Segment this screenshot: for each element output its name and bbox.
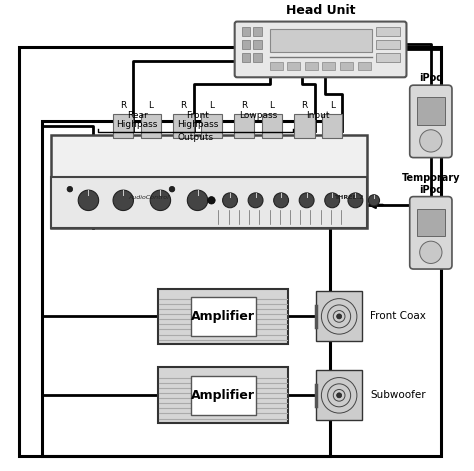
FancyBboxPatch shape xyxy=(235,22,407,77)
Circle shape xyxy=(299,193,314,208)
FancyBboxPatch shape xyxy=(316,370,362,421)
FancyBboxPatch shape xyxy=(287,62,300,70)
Circle shape xyxy=(113,190,134,211)
Text: L: L xyxy=(149,101,154,110)
Text: R: R xyxy=(301,101,308,110)
Text: Lowpass: Lowpass xyxy=(239,111,277,120)
FancyBboxPatch shape xyxy=(158,367,288,423)
Circle shape xyxy=(187,190,208,211)
FancyBboxPatch shape xyxy=(141,114,161,138)
FancyBboxPatch shape xyxy=(242,53,250,62)
Text: Outputs: Outputs xyxy=(177,133,213,142)
Text: Head Unit: Head Unit xyxy=(286,4,356,17)
Text: Input: Input xyxy=(307,111,330,120)
FancyBboxPatch shape xyxy=(158,289,288,344)
Text: Front: Front xyxy=(186,111,209,120)
Text: THREE.2: THREE.2 xyxy=(334,195,363,200)
Circle shape xyxy=(419,241,442,263)
Text: Temporary
iPod: Temporary iPod xyxy=(401,173,460,195)
Text: Front Coax: Front Coax xyxy=(371,311,426,321)
FancyBboxPatch shape xyxy=(51,177,367,228)
Text: AudioControl: AudioControl xyxy=(128,195,169,200)
FancyBboxPatch shape xyxy=(294,114,315,138)
FancyBboxPatch shape xyxy=(376,53,400,62)
Circle shape xyxy=(78,190,99,211)
Text: Amplifier: Amplifier xyxy=(191,389,255,402)
Text: R: R xyxy=(120,101,127,110)
Circle shape xyxy=(348,193,363,208)
FancyBboxPatch shape xyxy=(113,114,134,138)
Circle shape xyxy=(67,187,73,192)
FancyBboxPatch shape xyxy=(262,114,282,138)
FancyBboxPatch shape xyxy=(242,27,250,35)
FancyBboxPatch shape xyxy=(242,40,250,49)
FancyBboxPatch shape xyxy=(316,292,362,341)
FancyBboxPatch shape xyxy=(270,62,283,70)
FancyBboxPatch shape xyxy=(234,114,254,138)
Circle shape xyxy=(419,130,442,152)
FancyBboxPatch shape xyxy=(376,40,400,49)
FancyBboxPatch shape xyxy=(201,114,222,138)
Text: Highpass: Highpass xyxy=(117,120,158,129)
Text: L: L xyxy=(269,101,274,110)
Text: iPod: iPod xyxy=(419,73,443,83)
Circle shape xyxy=(223,193,237,208)
FancyBboxPatch shape xyxy=(322,62,336,70)
Text: Highpass: Highpass xyxy=(177,120,218,129)
Text: Amplifier: Amplifier xyxy=(191,310,255,323)
FancyBboxPatch shape xyxy=(322,114,342,138)
Text: R: R xyxy=(241,101,247,110)
Circle shape xyxy=(325,193,339,208)
FancyBboxPatch shape xyxy=(173,114,194,138)
FancyBboxPatch shape xyxy=(191,376,255,415)
Circle shape xyxy=(337,393,342,398)
Text: Rear: Rear xyxy=(127,111,147,120)
FancyBboxPatch shape xyxy=(253,40,262,49)
Circle shape xyxy=(169,187,175,192)
Circle shape xyxy=(248,193,263,208)
FancyBboxPatch shape xyxy=(410,196,452,269)
Circle shape xyxy=(273,193,289,208)
Circle shape xyxy=(337,314,342,319)
Text: L: L xyxy=(209,101,214,110)
Text: L: L xyxy=(330,101,335,110)
Circle shape xyxy=(368,195,380,206)
FancyBboxPatch shape xyxy=(358,62,371,70)
FancyBboxPatch shape xyxy=(270,29,372,52)
FancyBboxPatch shape xyxy=(51,135,367,228)
FancyBboxPatch shape xyxy=(340,62,353,70)
FancyBboxPatch shape xyxy=(253,27,262,35)
Circle shape xyxy=(150,190,171,211)
FancyBboxPatch shape xyxy=(376,27,400,35)
Text: Subwoofer: Subwoofer xyxy=(371,390,426,400)
FancyBboxPatch shape xyxy=(417,97,445,125)
FancyBboxPatch shape xyxy=(417,209,445,236)
Circle shape xyxy=(208,196,215,204)
Text: R: R xyxy=(181,101,187,110)
FancyBboxPatch shape xyxy=(305,62,318,70)
FancyBboxPatch shape xyxy=(191,297,255,336)
FancyBboxPatch shape xyxy=(410,85,452,158)
FancyBboxPatch shape xyxy=(253,53,262,62)
